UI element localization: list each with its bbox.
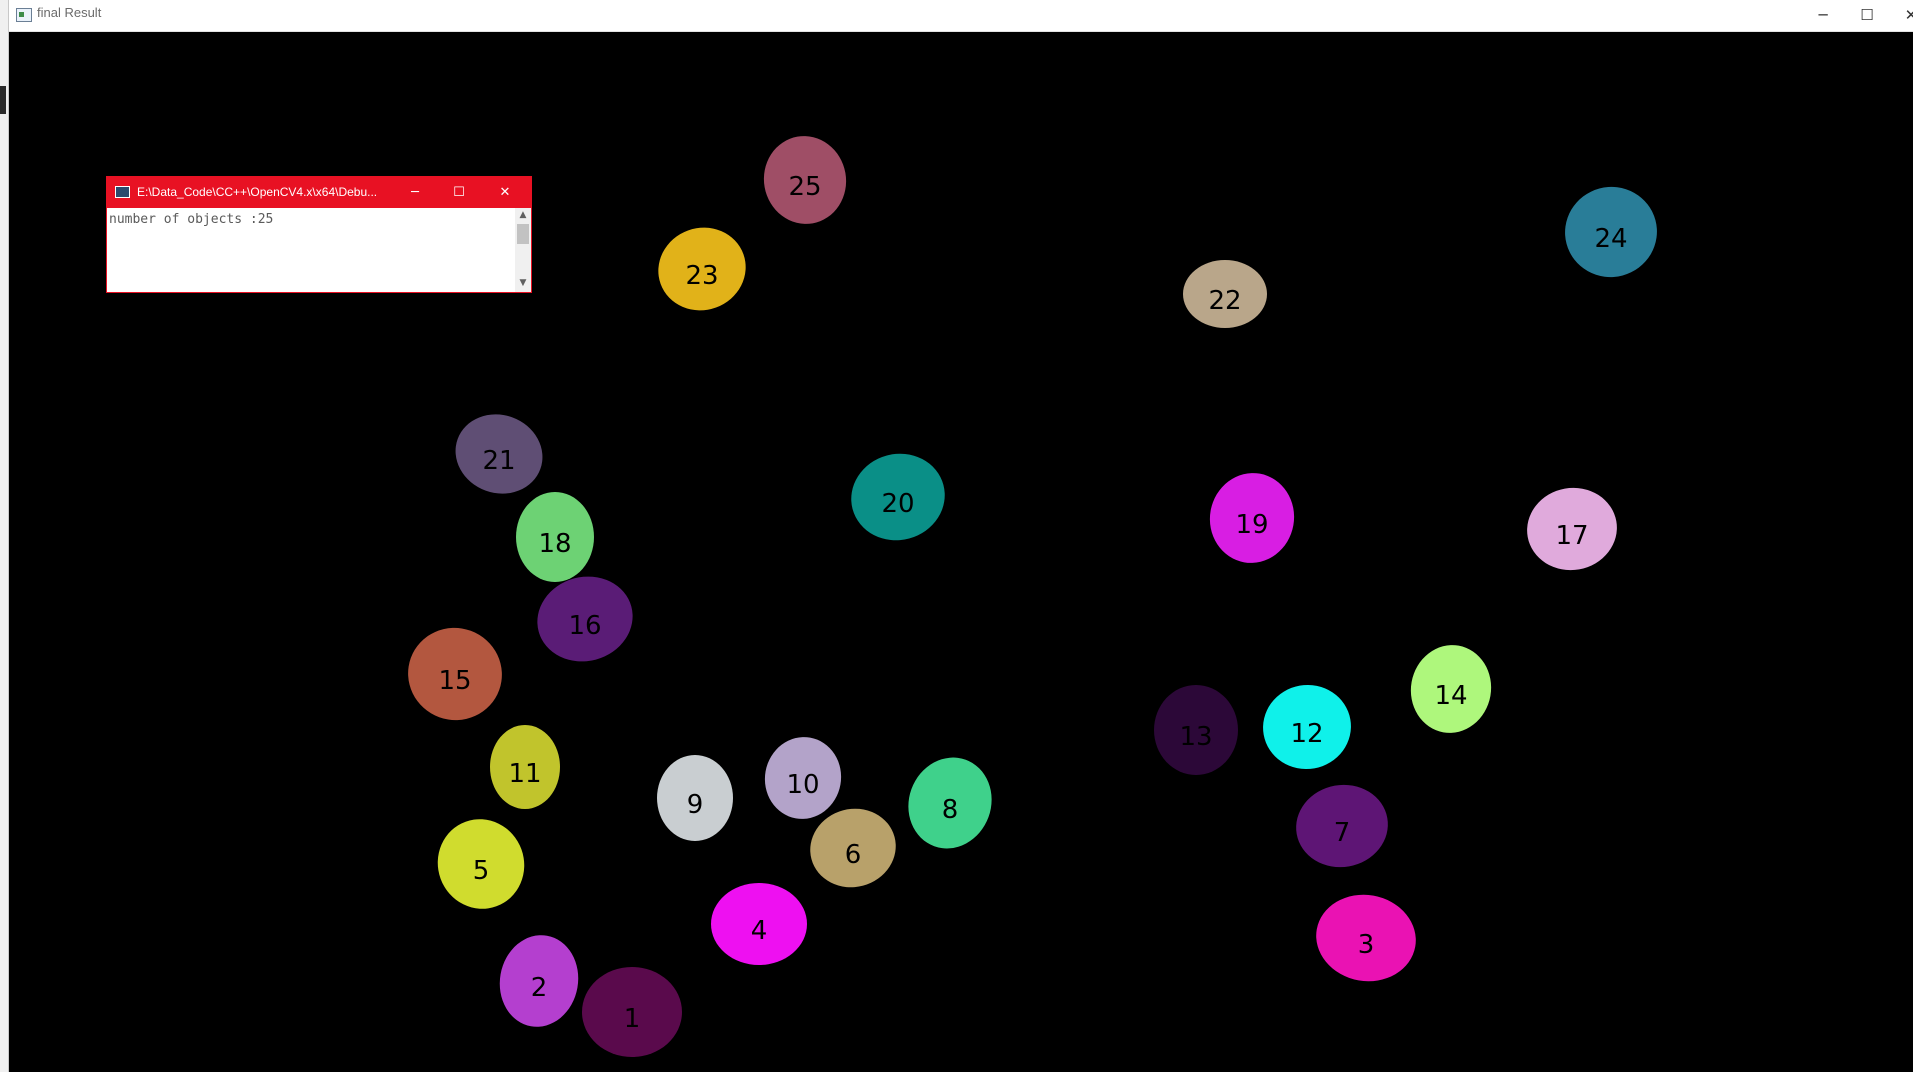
console-window[interactable]: E:\Data_Code\CC++\OpenCV4.x\x64\Debu... … — [106, 176, 532, 293]
object-blob-4 — [711, 883, 807, 965]
object-label-19: 19 — [1235, 510, 1268, 540]
object-blob-2 — [499, 935, 579, 1027]
object-blob-11 — [490, 725, 560, 809]
close-button[interactable]: ✕ — [1904, 6, 1913, 24]
object-blob-25 — [763, 136, 847, 224]
app-window-icon — [16, 8, 32, 22]
object-blob-17 — [1527, 487, 1617, 571]
object-blob-20 — [851, 453, 945, 541]
object-blob-12 — [1263, 684, 1351, 770]
console-output-area[interactable]: number of objects :25 — [107, 208, 515, 292]
background-window-mark — [0, 86, 6, 114]
window-title: final Result — [37, 5, 102, 20]
object-label-17: 17 — [1555, 521, 1588, 551]
object-blob-13 — [1154, 685, 1238, 775]
object-label-18: 18 — [538, 529, 571, 559]
console-output-text: number of objects :25 — [109, 212, 274, 227]
object-label-22: 22 — [1208, 286, 1241, 316]
object-blob-9 — [657, 755, 733, 841]
title-bar[interactable]: final Result ─ ☐ ✕ — [8, 0, 1913, 32]
scroll-up-arrow-icon[interactable]: ▲ — [519, 210, 527, 220]
object-blob-16 — [537, 576, 633, 662]
maximize-button[interactable]: ☐ — [1860, 6, 1874, 24]
object-label-1: 1 — [624, 1004, 641, 1034]
object-label-13: 13 — [1179, 722, 1212, 752]
object-blob-19 — [1209, 473, 1295, 563]
minimize-button[interactable]: ─ — [1818, 6, 1828, 24]
object-label-16: 16 — [568, 611, 601, 641]
object-label-5: 5 — [473, 856, 490, 886]
object-label-12: 12 — [1290, 719, 1323, 749]
object-label-15: 15 — [438, 666, 471, 696]
object-label-9: 9 — [687, 790, 704, 820]
object-label-21: 21 — [482, 446, 515, 476]
object-blob-3 — [1316, 894, 1416, 982]
object-blob-15 — [408, 627, 502, 721]
object-blob-18 — [516, 492, 594, 582]
object-blob-22 — [1183, 260, 1267, 328]
object-blob-1 — [582, 967, 682, 1057]
scroll-thumb[interactable] — [517, 224, 529, 244]
background-window-edge — [0, 0, 9, 1072]
console-close-button[interactable]: ✕ — [499, 185, 511, 200]
object-blob-21 — [455, 414, 543, 494]
console-minimize-button[interactable]: ─ — [411, 185, 419, 200]
object-blob-6 — [810, 808, 896, 888]
labeled-objects: 1234567891011121314151617181920212223242… — [408, 136, 1657, 1057]
object-blob-7 — [1296, 784, 1388, 868]
object-blob-10 — [764, 737, 842, 819]
object-label-20: 20 — [881, 489, 914, 519]
object-label-7: 7 — [1334, 818, 1351, 848]
object-label-6: 6 — [845, 840, 862, 870]
console-app-icon — [115, 186, 130, 198]
console-scrollbar[interactable]: ▲ ▼ — [515, 208, 531, 292]
object-label-10: 10 — [786, 770, 819, 800]
object-label-11: 11 — [508, 759, 541, 789]
object-blob-5 — [437, 819, 525, 909]
object-blob-24 — [1565, 186, 1657, 278]
object-label-25: 25 — [788, 172, 821, 202]
object-label-14: 14 — [1434, 681, 1467, 711]
object-label-24: 24 — [1594, 224, 1627, 254]
scroll-down-arrow-icon[interactable]: ▼ — [519, 278, 527, 288]
object-blob-8 — [908, 757, 992, 849]
object-blob-14 — [1410, 645, 1492, 733]
object-label-3: 3 — [1358, 930, 1375, 960]
console-title: E:\Data_Code\CC++\OpenCV4.x\x64\Debu... — [137, 185, 378, 199]
console-title-bar[interactable]: E:\Data_Code\CC++\OpenCV4.x\x64\Debu... … — [107, 177, 531, 208]
object-label-23: 23 — [685, 261, 718, 291]
console-maximize-button[interactable]: ☐ — [453, 185, 465, 200]
object-blob-23 — [658, 227, 746, 311]
object-label-8: 8 — [942, 795, 959, 825]
object-label-2: 2 — [531, 973, 548, 1003]
object-label-4: 4 — [751, 916, 768, 946]
